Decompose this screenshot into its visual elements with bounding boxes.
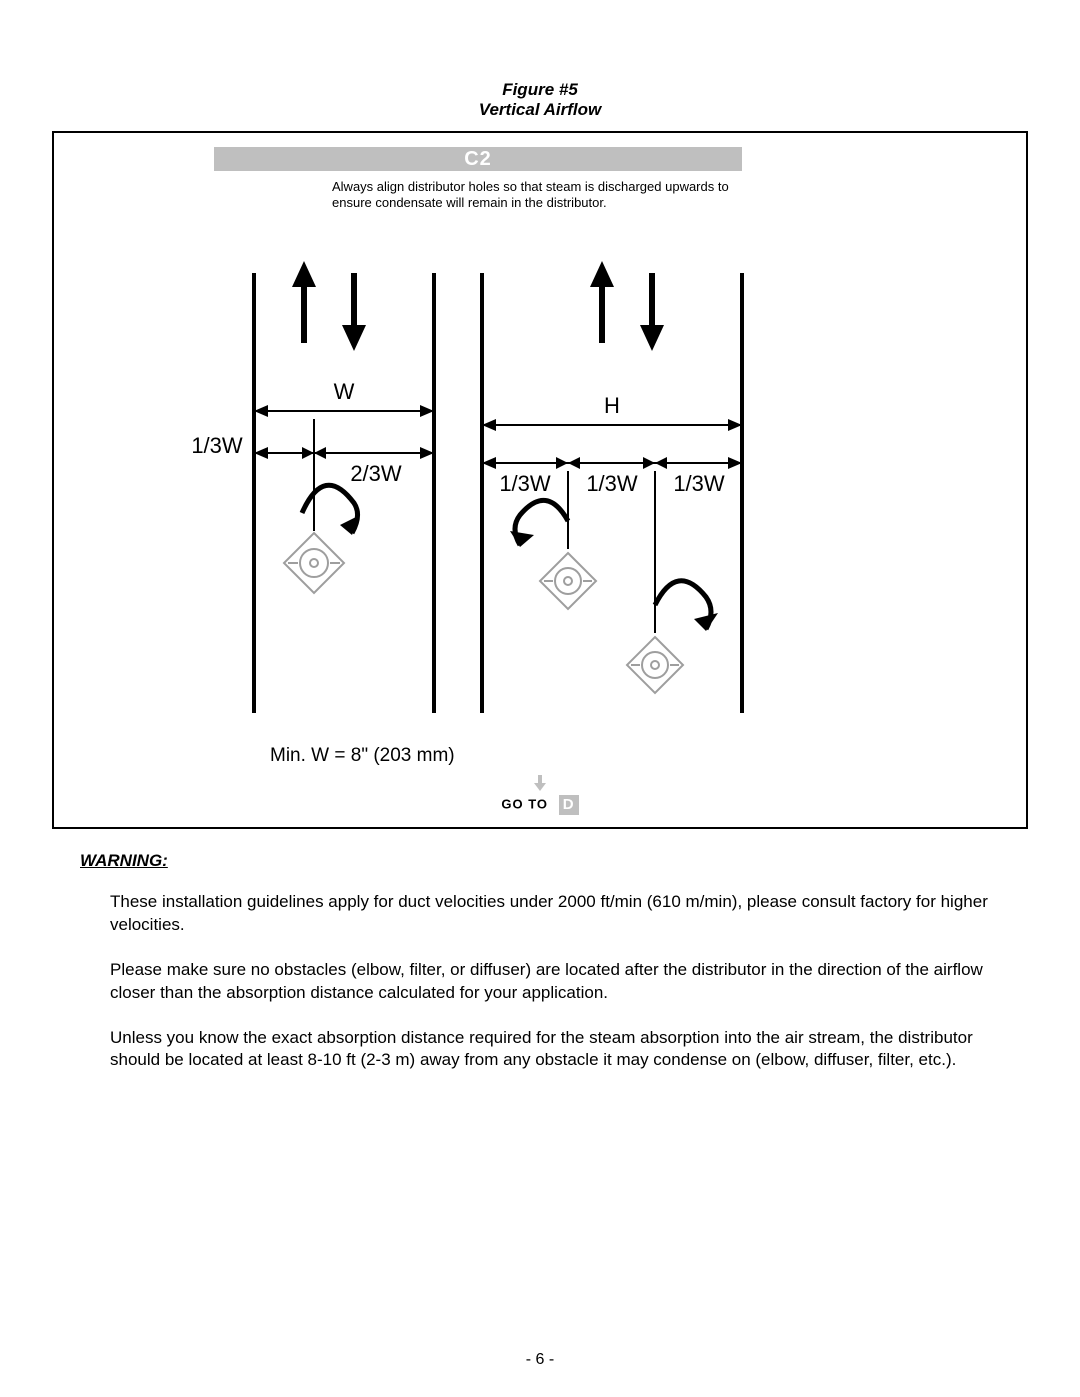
page-number: - 6 - bbox=[0, 1351, 1080, 1369]
dim-23w-label: 2/3W bbox=[350, 461, 402, 486]
goto-label: GO TO bbox=[501, 796, 548, 811]
goto: GO TO D bbox=[54, 795, 1026, 815]
figure-box: C2 Always align distributor holes so tha… bbox=[52, 131, 1028, 829]
dim-w-label: W bbox=[334, 379, 355, 404]
figure-intro-text: Always align distributor holes so that s… bbox=[332, 179, 742, 212]
left-duct-diagram: W 1/3W 2/3W bbox=[184, 253, 454, 733]
figure-header-bar: C2 bbox=[214, 147, 742, 171]
warning-para-2: Please make sure no obstacles (elbow, fi… bbox=[110, 959, 1000, 1005]
distributor-icon bbox=[284, 533, 344, 593]
goto-box: D bbox=[559, 795, 579, 815]
figure-header-label: C2 bbox=[464, 148, 492, 170]
distributor-icon bbox=[540, 553, 596, 609]
right-duct-diagram: H 1/3W 1/3W 1/3W bbox=[462, 253, 792, 733]
figure-title-line1: Figure #5 bbox=[502, 80, 578, 99]
distributor-icon bbox=[627, 637, 683, 693]
dim-h-label: H bbox=[604, 393, 620, 418]
dim-13w-label-1: 1/3W bbox=[499, 471, 551, 496]
dim-13w-label-2: 1/3W bbox=[586, 471, 638, 496]
dim-13w-label-3: 1/3W bbox=[673, 471, 725, 496]
warning-para-3: Unless you know the exact absorption dis… bbox=[110, 1027, 1000, 1073]
figure-title-line2: Vertical Airflow bbox=[479, 100, 602, 119]
dim-13w-label: 1/3W bbox=[191, 433, 243, 458]
page: Figure #5 Vertical Airflow C2 Always ali… bbox=[0, 0, 1080, 1397]
min-w-note: Min. W = 8" (203 mm) bbox=[270, 745, 455, 767]
figure-title: Figure #5 Vertical Airflow bbox=[52, 80, 1028, 121]
goto-arrow-icon bbox=[534, 775, 546, 791]
warning-block: WARNING: These installation guidelines a… bbox=[52, 851, 1028, 1073]
warning-heading: WARNING: bbox=[80, 851, 1000, 871]
warning-para-1: These installation guidelines apply for … bbox=[110, 891, 1000, 937]
